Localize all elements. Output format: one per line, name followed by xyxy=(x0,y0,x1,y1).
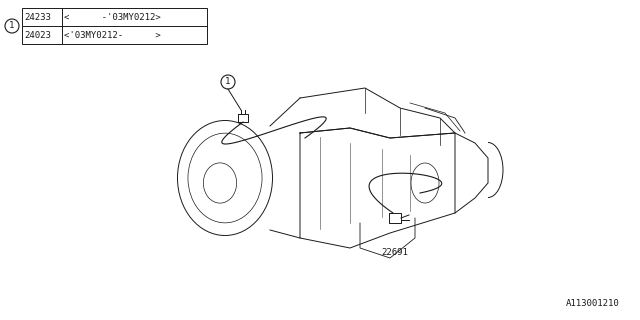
Text: 22691: 22691 xyxy=(381,248,408,257)
Text: 24233: 24233 xyxy=(24,12,51,21)
Text: 1: 1 xyxy=(225,77,230,86)
Text: 1: 1 xyxy=(10,21,15,30)
Text: A113001210: A113001210 xyxy=(566,299,620,308)
Text: <      -'03MY0212>: < -'03MY0212> xyxy=(64,12,161,21)
Text: 24023: 24023 xyxy=(24,30,51,39)
Bar xyxy=(22,8,207,44)
Text: <'03MY0212-      >: <'03MY0212- > xyxy=(64,30,161,39)
